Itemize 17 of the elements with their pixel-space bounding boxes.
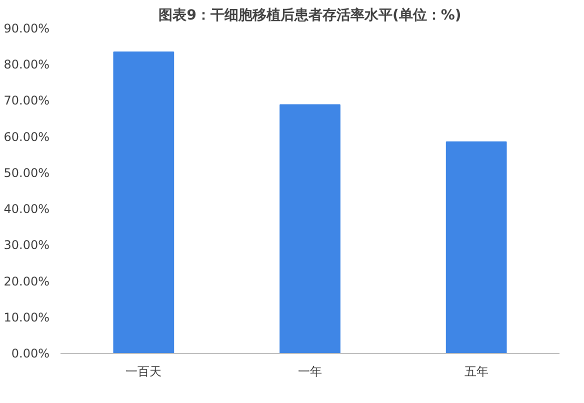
- y-tick-label: 10.00%: [4, 310, 50, 324]
- y-tick-label: 50.00%: [4, 166, 50, 180]
- y-tick-label: 40.00%: [4, 202, 50, 216]
- y-tick-label: 80.00%: [4, 58, 50, 72]
- bar: [446, 141, 507, 354]
- y-tick-label: 60.00%: [4, 130, 50, 144]
- y-tick-label: 90.00%: [4, 22, 50, 36]
- chart-title: 图表9：干细胞移植后患者存活率水平(单位：%): [158, 6, 462, 24]
- bar: [113, 51, 174, 354]
- x-tick-label: 一年: [298, 364, 322, 378]
- x-tick-label: 一百天: [126, 364, 162, 378]
- y-tick-label: 20.00%: [4, 274, 50, 288]
- x-tick-label: 五年: [464, 364, 488, 378]
- y-tick-label: 70.00%: [4, 94, 50, 108]
- y-tick-label: 30.00%: [4, 238, 50, 252]
- bar: [280, 104, 340, 354]
- y-tick-label: 0.00%: [11, 346, 50, 360]
